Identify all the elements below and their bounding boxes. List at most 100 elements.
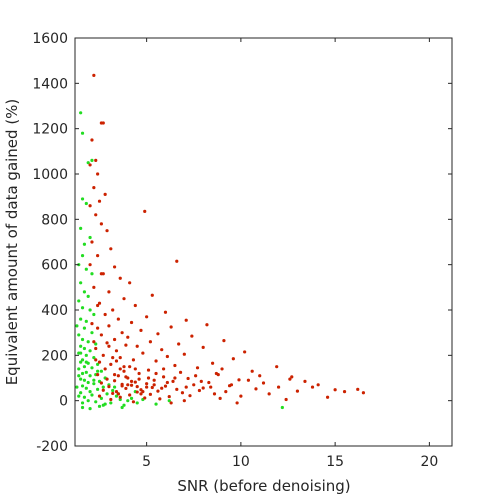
data-point	[82, 346, 87, 351]
data-point	[107, 385, 111, 389]
data-point	[79, 111, 83, 115]
data-point	[84, 353, 88, 357]
data-point	[101, 385, 105, 389]
data-point	[158, 397, 162, 401]
data-point	[82, 326, 87, 330]
data-point	[197, 388, 202, 393]
data-point	[139, 392, 143, 396]
data-point	[116, 392, 120, 396]
data-point	[154, 359, 158, 363]
data-point	[165, 354, 169, 359]
data-point	[105, 229, 109, 233]
data-point	[114, 390, 119, 394]
data-point	[88, 407, 92, 411]
data-point	[124, 386, 128, 391]
data-point	[211, 361, 215, 365]
data-point	[90, 158, 94, 162]
data-point	[246, 378, 251, 382]
data-point	[163, 310, 168, 314]
data-point	[94, 346, 98, 351]
data-point	[122, 365, 126, 369]
data-point	[111, 308, 115, 312]
y-tick-label: 200	[41, 348, 68, 364]
y-tick-label: 1600	[32, 31, 68, 47]
x-axis-label: SNR (before denoising)	[177, 477, 350, 495]
data-point	[111, 388, 115, 393]
data-point	[175, 387, 179, 391]
data-point	[124, 343, 128, 347]
data-point	[258, 374, 262, 378]
data-point	[80, 254, 85, 258]
data-point	[116, 317, 120, 321]
data-point	[167, 394, 171, 399]
data-point	[118, 367, 122, 371]
data-point	[75, 324, 79, 328]
data-point	[92, 73, 96, 77]
data-point	[90, 393, 94, 397]
data-point	[79, 344, 83, 348]
axes	[74, 37, 453, 447]
series-0	[75, 111, 284, 411]
data-point	[182, 352, 186, 356]
data-point	[105, 392, 109, 396]
data-point	[190, 334, 194, 338]
data-point	[126, 383, 130, 387]
data-point	[184, 318, 188, 322]
data-point	[161, 375, 166, 379]
data-point	[80, 371, 85, 376]
data-point	[129, 379, 134, 383]
data-point	[243, 350, 247, 354]
data-point	[80, 384, 85, 388]
data-point	[109, 362, 113, 366]
data-point	[114, 359, 119, 363]
data-point	[86, 380, 90, 385]
data-point	[118, 395, 122, 399]
y-tick-label: -200	[36, 439, 68, 455]
data-point	[92, 382, 96, 386]
data-point	[275, 365, 279, 369]
data-points	[75, 73, 366, 411]
data-point	[96, 373, 100, 377]
data-point	[145, 315, 149, 319]
data-point	[88, 390, 92, 394]
data-point	[143, 209, 147, 213]
data-point	[141, 390, 145, 394]
data-point	[99, 396, 103, 400]
data-point	[129, 396, 134, 400]
data-point	[124, 375, 128, 379]
data-point	[105, 341, 109, 345]
data-point	[128, 393, 132, 397]
data-point	[150, 385, 154, 390]
data-point	[276, 385, 281, 389]
data-point	[80, 358, 85, 362]
data-point	[90, 366, 94, 370]
data-point	[82, 290, 87, 294]
data-point	[97, 360, 102, 364]
data-point	[154, 371, 158, 376]
data-point	[220, 367, 224, 371]
data-point	[94, 158, 98, 162]
data-point	[146, 376, 151, 380]
data-point	[173, 363, 177, 368]
data-point	[120, 405, 124, 410]
x-tick-label: 10	[232, 454, 250, 470]
data-point	[224, 390, 228, 394]
data-point	[79, 391, 83, 395]
data-point	[177, 342, 181, 346]
data-point	[201, 386, 205, 390]
data-point	[150, 293, 154, 297]
data-point	[156, 389, 160, 393]
data-point	[171, 379, 175, 383]
data-point	[103, 192, 107, 196]
data-point	[237, 378, 241, 382]
data-point	[111, 391, 115, 396]
data-point	[75, 385, 79, 389]
data-point	[112, 265, 117, 269]
x-tick-label: 15	[326, 454, 344, 470]
data-point	[94, 400, 98, 404]
data-point	[103, 367, 107, 371]
data-point	[96, 369, 100, 373]
data-point	[122, 297, 126, 301]
data-point	[92, 378, 96, 382]
